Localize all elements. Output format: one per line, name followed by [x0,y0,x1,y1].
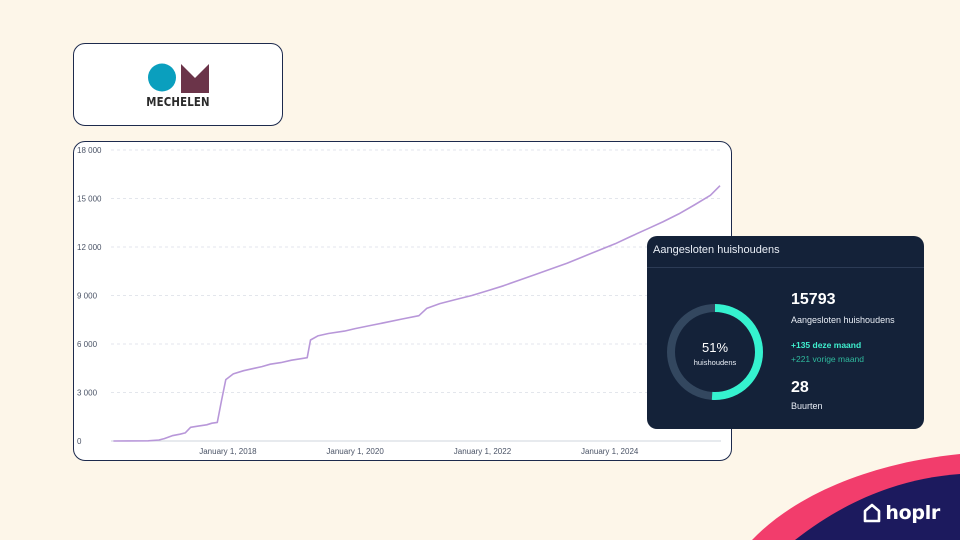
households-widget: Aangesloten huishoudens 51% huishoudens … [647,236,924,429]
x-tick-label: January 1, 2020 [326,447,384,456]
logo-m-shape [181,64,209,93]
x-tick-label: January 1, 2024 [581,447,639,456]
y-tick-label: 6 000 [77,340,98,349]
neighbourhoods-value: 28 [791,379,809,396]
delta-previous-month: +221 vorige maand [791,354,865,364]
widget-title: Aangesloten huishoudens [653,244,780,256]
brand-navy-wave [795,474,960,540]
total-households-value: 15793 [791,291,836,308]
y-tick-label: 15 000 [77,195,102,204]
chart-card: 0 3 000 6 000 9 000 12 000 15 000 18 000 Januar… [73,141,732,461]
donut-percent: 51% [701,340,729,355]
logo-circle [148,63,176,92]
widget-divider [647,267,924,268]
donut-progress-arc [667,304,763,400]
total-households-label: Aangesloten huishoudens [791,315,895,325]
y-tick-label: 18 000 [77,146,102,155]
y-tick-label: 3 000 [77,389,98,398]
y-tick-label: 0 [77,437,82,446]
delta-this-month: +135 deze maand [791,340,862,350]
house-icon [864,503,881,523]
donut-chart [667,304,763,400]
x-tick-label: January 1, 2022 [454,447,512,456]
y-tick-label: 12 000 [77,243,102,252]
series-line [113,185,721,442]
line-chart: 0 3 000 6 000 9 000 12 000 15 000 18 000 Januar… [77,146,721,456]
donut-label: huishoudens [693,358,737,367]
y-tick-label: 9 000 [77,292,98,301]
logo-text: MECHELEN [146,95,210,109]
neighbourhoods-label: Buurten [791,401,823,411]
logo-card: MECHELEN [73,43,283,126]
brand-name: hoplr [885,502,940,524]
x-tick-label: January 1, 2018 [199,447,257,456]
mechelen-logo-icon [148,63,209,93]
hoplr-brand: hoplr [862,500,940,526]
